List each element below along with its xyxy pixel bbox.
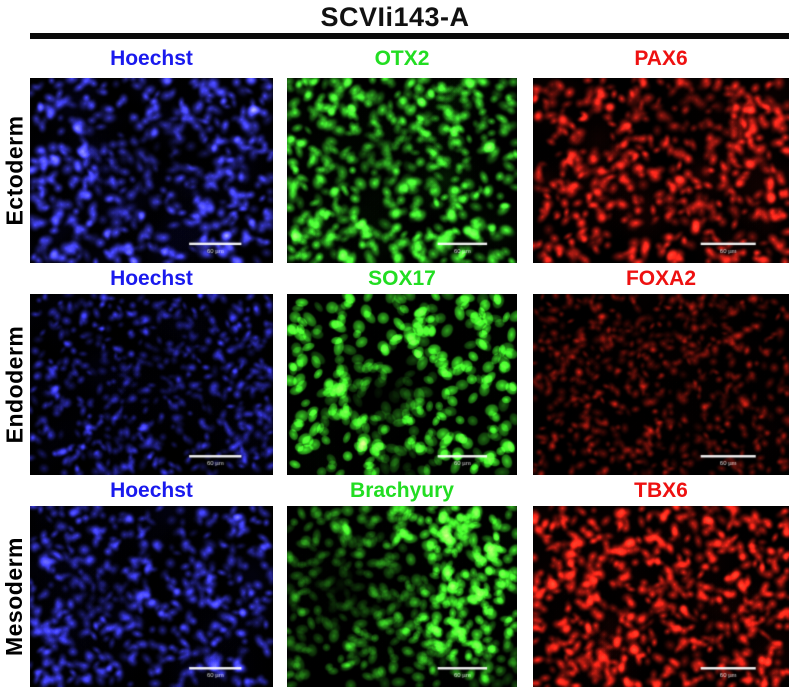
marker-label-foxa2: FOXA2 bbox=[625, 266, 696, 290]
row-label-mesoderm: Mesoderm bbox=[1, 536, 28, 657]
marker-label-sox17: SOX17 bbox=[368, 266, 436, 290]
micrograph-ectoderm-hoechst bbox=[30, 78, 273, 263]
image-row-mesoderm: Mesoderm bbox=[0, 506, 790, 687]
header-row-mesoderm: Hoechst Brachyury TBX6 bbox=[0, 475, 790, 506]
marker-label-pax6: PAX6 bbox=[634, 46, 688, 70]
header-row-endoderm: Hoechst SOX17 FOXA2 bbox=[0, 263, 790, 294]
micrograph-endoderm-foxa2 bbox=[533, 294, 789, 475]
marker-label-hoechst-endoderm: Hoechst bbox=[110, 266, 193, 290]
marker-label-brachyury: Brachyury bbox=[350, 478, 454, 502]
micrograph-mesoderm-brachyury bbox=[287, 506, 517, 687]
header-row-ectoderm: Hoechst OTX2 PAX6 bbox=[0, 39, 790, 78]
marker-label-hoechst-ectoderm: Hoechst bbox=[110, 46, 193, 70]
micrograph-ectoderm-otx2 bbox=[287, 78, 517, 263]
marker-label-otx2: OTX2 bbox=[374, 46, 430, 70]
marker-label-hoechst-mesoderm: Hoechst bbox=[110, 478, 193, 502]
row-label-ectoderm: Ectoderm bbox=[1, 115, 28, 226]
micrograph-endoderm-hoechst bbox=[30, 294, 273, 475]
micrograph-mesoderm-hoechst bbox=[30, 506, 273, 687]
marker-label-tbx6: TBX6 bbox=[634, 478, 688, 502]
row-label-endoderm: Endoderm bbox=[1, 325, 28, 444]
micrograph-endoderm-sox17 bbox=[287, 294, 517, 475]
micrograph-mesoderm-tbx6 bbox=[533, 506, 789, 687]
title-underline bbox=[30, 33, 789, 39]
figure-title: SCVIi143-A bbox=[320, 2, 470, 32]
image-row-endoderm: Endoderm bbox=[0, 294, 790, 475]
micrograph-ectoderm-pax6 bbox=[533, 78, 789, 263]
image-row-ectoderm: Ectoderm bbox=[0, 78, 790, 263]
